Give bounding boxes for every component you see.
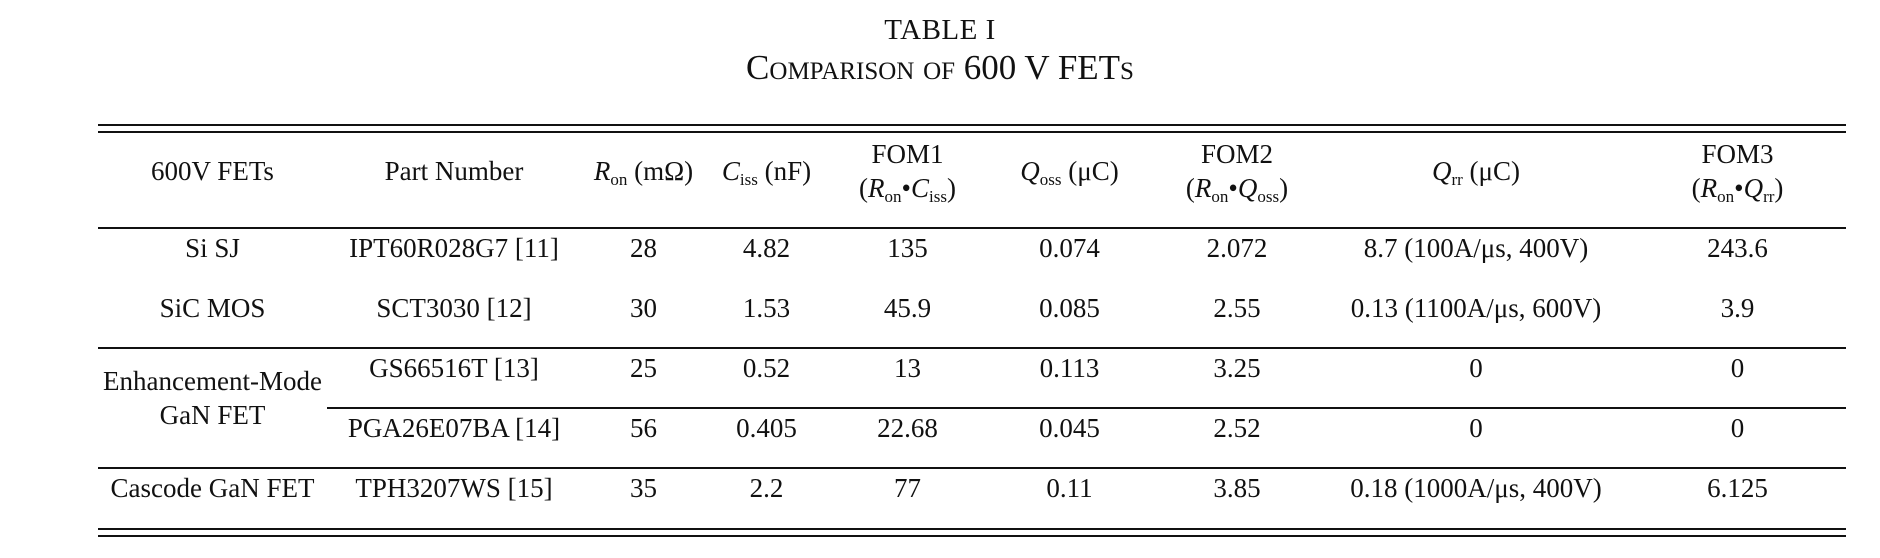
qoss-unit: (μC): [1061, 155, 1119, 186]
ron-cell: 30: [630, 292, 657, 323]
fom3-formula: (Ron•Qrr): [1691, 173, 1784, 206]
fet-type-cell: Si SJ: [185, 232, 240, 263]
qoss-cell: 0.074: [1039, 232, 1100, 263]
qrr-subscript: rr: [1451, 169, 1463, 189]
ciss-cell: 0.405: [736, 412, 797, 443]
header-fet-type: 600V FETs: [151, 155, 274, 186]
part-number-cell: SCT3030 [12]: [376, 292, 532, 323]
fom3-cell: 6.125: [1707, 472, 1768, 503]
fom3-cell: 243.6: [1707, 232, 1768, 263]
bottom-rule-inner: [98, 535, 1846, 537]
row-group-rule: [98, 347, 1846, 349]
fet-type-line2: GaN FET: [159, 400, 266, 430]
fom2-cell: 3.85: [1213, 472, 1261, 503]
fom1-cell: 13: [894, 352, 921, 383]
fom1-cell: 45.9: [883, 292, 932, 323]
ron-cell: 28: [630, 232, 657, 263]
fet-type-cell: SiC MOS: [159, 292, 266, 323]
row-group-rule: [98, 467, 1846, 469]
qrr-cell: 0: [1469, 352, 1483, 383]
table-row: Cascode GaN FET TPH3207WS [15] 35 2.2 77…: [98, 458, 1846, 518]
qrr-cell: 8.7 (100A/μs, 400V): [1363, 232, 1589, 263]
fom3-cell: 0: [1730, 352, 1745, 383]
fom1-cell: 22.68: [877, 412, 938, 443]
fet-type-cell: Enhancement-Mode GaN FET: [98, 338, 327, 458]
ron-cell: 25: [630, 352, 657, 383]
qrr-cell: 0: [1469, 412, 1483, 443]
ciss-symbol: C: [721, 155, 740, 186]
gan-split-rule: [327, 407, 1846, 409]
ciss-subscript: iss: [739, 169, 758, 189]
fom1-formula: (Ron•Ciss): [859, 173, 956, 206]
ron-subscript: on: [610, 169, 628, 189]
header-qrr: Qrr (μC): [1323, 124, 1629, 218]
table-row: Enhancement-Mode GaN FET GS66516T [13] 2…: [98, 338, 1846, 431]
ron-cell: 56: [630, 412, 657, 443]
fom1-cell: 135: [887, 232, 928, 263]
qoss-cell: 0.11: [1046, 472, 1093, 503]
table-row: PGA26E07BA [14] 56 0.405 22.68 0.045 2.5…: [98, 398, 1846, 458]
qoss-symbol: Q: [1020, 155, 1040, 186]
ciss-cell: 1.53: [742, 292, 791, 323]
qrr-cell: 0.13 (1100A/μs, 600V): [1350, 292, 1602, 323]
fom3-cell: 3.9: [1720, 292, 1755, 323]
comparison-table: 600V FETs Part Number Ron (mΩ) Ciss (nF)…: [98, 124, 1846, 518]
fet-type-line1: Enhancement-Mode: [103, 366, 322, 396]
header-fom2: FOM2 (Ron•Qoss): [1151, 124, 1323, 218]
header-fom3: FOM3 (Ron•Qrr): [1629, 124, 1846, 218]
fet-type-cell: Cascode GaN FET: [110, 472, 315, 503]
qoss-cell: 0.113: [1039, 352, 1100, 383]
header-ciss: Ciss (nF): [706, 124, 827, 218]
qoss-cell: 0.045: [1039, 412, 1100, 443]
ron-symbol: R: [593, 155, 611, 186]
qrr-unit: (μC): [1462, 155, 1521, 186]
ron-cell: 35: [630, 472, 657, 503]
part-number-cell: IPT60R028G7 [11]: [349, 232, 559, 263]
ciss-unit: (nF): [757, 155, 812, 186]
bottom-rule: [98, 528, 1846, 530]
header-row: 600V FETs Part Number Ron (mΩ) Ciss (nF)…: [98, 124, 1846, 218]
fom2-cell: 2.52: [1213, 412, 1261, 443]
fom2-name: FOM2: [1200, 139, 1274, 169]
top-rule-inner: [98, 131, 1846, 133]
ron-unit: (mΩ): [627, 155, 694, 186]
part-number-cell: GS66516T [13]: [369, 352, 539, 383]
header-qoss: Qoss (μC): [988, 124, 1151, 218]
fom3-cell: 0: [1730, 412, 1745, 443]
table-row: Si SJ IPT60R028G7 [11] 28 4.82 135 0.074…: [98, 218, 1846, 278]
table-label: TABLE I: [884, 14, 996, 46]
header-fom1: FOM1 (Ron•Ciss): [827, 124, 988, 218]
table-title: Comparison of 600 V FETs: [746, 48, 1134, 87]
header-part-number: Part Number: [384, 155, 524, 186]
qrr-cell: 0.18 (1000A/μs, 400V): [1350, 472, 1602, 503]
ciss-cell: 4.82: [742, 232, 791, 263]
qrr-symbol: Q: [1431, 155, 1452, 186]
fom1-cell: 77: [894, 472, 921, 503]
fom2-cell: 2.072: [1206, 232, 1268, 263]
fom1-name: FOM1: [871, 139, 944, 169]
ciss-cell: 2.2: [749, 472, 784, 503]
qoss-cell: 0.085: [1039, 292, 1100, 323]
ciss-cell: 0.52: [742, 352, 791, 383]
fom2-cell: 2.55: [1213, 292, 1261, 323]
top-rule: [98, 124, 1846, 126]
part-number-cell: TPH3207WS [15]: [355, 472, 553, 503]
header-ron: Ron (mΩ): [581, 124, 706, 218]
part-number-cell: PGA26E07BA [14]: [347, 412, 561, 443]
fom2-cell: 3.25: [1213, 352, 1261, 383]
qoss-subscript: oss: [1039, 169, 1062, 189]
table-row: SiC MOS SCT3030 [12] 30 1.53 45.9 0.085 …: [98, 278, 1846, 338]
fom2-formula: (Ron•Qoss): [1185, 173, 1289, 206]
header-rule: [98, 227, 1846, 229]
fom3-name: FOM3: [1701, 139, 1774, 169]
